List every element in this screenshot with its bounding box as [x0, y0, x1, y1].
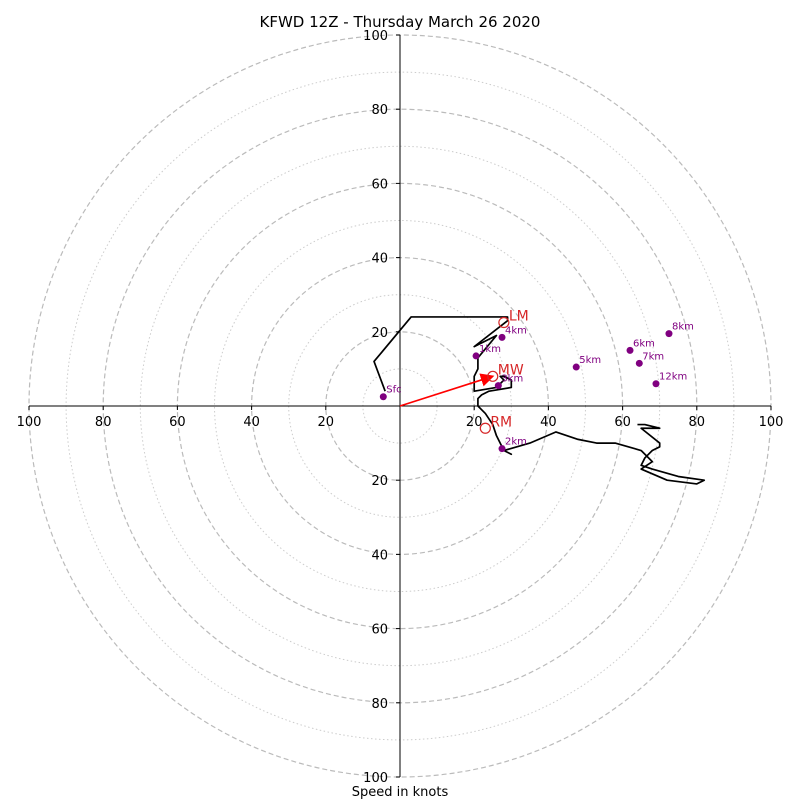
- height-marker-3km: [494, 382, 502, 390]
- tick-label-left-60: 60: [169, 415, 186, 430]
- tick-labels: 20 40 60 80 100 100 80 60 40 20 20 40 60 80 100 20 40 60 8…: [17, 29, 784, 786]
- storm-label-mw: MW: [498, 362, 524, 378]
- storm-marker-mw: [487, 370, 499, 382]
- height-label-5km: 5km: [579, 355, 601, 366]
- tick-label-up-60: 60: [371, 177, 388, 192]
- tick-label-up-80: 80: [371, 103, 388, 118]
- height-markers: Sfc 1km 2km 3km 4km 5km 6km 7km 8km 12km: [379, 322, 694, 453]
- tick-label-down-60: 60: [371, 623, 388, 638]
- height-marker-8km: [665, 330, 673, 338]
- hodograph-trace: [373, 316, 706, 485]
- storm-label-lm: LM: [509, 309, 529, 325]
- height-label-4km: 4km: [505, 325, 527, 336]
- tick-label-down-80: 80: [371, 697, 388, 712]
- tick-label-down-100: 100: [363, 771, 388, 786]
- height-label-sfc: Sfc: [386, 385, 401, 396]
- hodograph-line: [373, 316, 706, 485]
- height-marker-7km: [635, 359, 643, 367]
- height-marker-sfc: [379, 393, 387, 401]
- tick-label-right-40: 40: [540, 415, 557, 430]
- height-marker-5km: [572, 363, 580, 371]
- tick-label-right-20: 20: [466, 415, 483, 430]
- tick-label-left-80: 80: [95, 415, 112, 430]
- tick-label-left-20: 20: [318, 415, 335, 430]
- chart-title: KFWD 12Z - Thursday March 26 2020: [260, 13, 541, 31]
- height-marker-6km: [626, 346, 634, 354]
- height-label-1km: 1km: [479, 344, 501, 355]
- height-label-7km: 7km: [642, 351, 664, 362]
- tick-label-down-20: 20: [371, 474, 388, 489]
- tick-label-up-20: 20: [371, 326, 388, 341]
- storm-marker-lm: [498, 316, 510, 329]
- shear-vector: [399, 373, 495, 407]
- shear-arrow: [399, 373, 495, 407]
- tick-label-up-100: 100: [363, 29, 388, 44]
- height-marker-12km: [652, 380, 660, 388]
- tick-label-left-40: 40: [243, 415, 260, 430]
- height-label-12km: 12km: [659, 372, 687, 383]
- height-label-6km: 6km: [633, 338, 655, 349]
- tick-label-left-100: 100: [17, 415, 42, 430]
- height-label-8km: 8km: [672, 322, 694, 333]
- storm-motion-markers: LM MW RM: [479, 309, 529, 434]
- height-marker-2km: [498, 445, 506, 453]
- tick-label-right-100: 100: [759, 415, 784, 430]
- height-marker-1km: [472, 352, 480, 360]
- tick-label-up-40: 40: [371, 252, 388, 267]
- height-label-2km: 2km: [505, 437, 527, 448]
- storm-label-rm: RM: [490, 414, 512, 430]
- tick-label-right-60: 60: [614, 415, 631, 430]
- height-marker-4km: [498, 333, 506, 341]
- tick-label-down-40: 40: [371, 548, 388, 563]
- x-axis-label: Speed in knots: [352, 785, 449, 800]
- tick-label-right-80: 80: [689, 415, 706, 430]
- height-label-3km: 3km: [501, 374, 523, 385]
- storm-marker-rm: [479, 422, 491, 434]
